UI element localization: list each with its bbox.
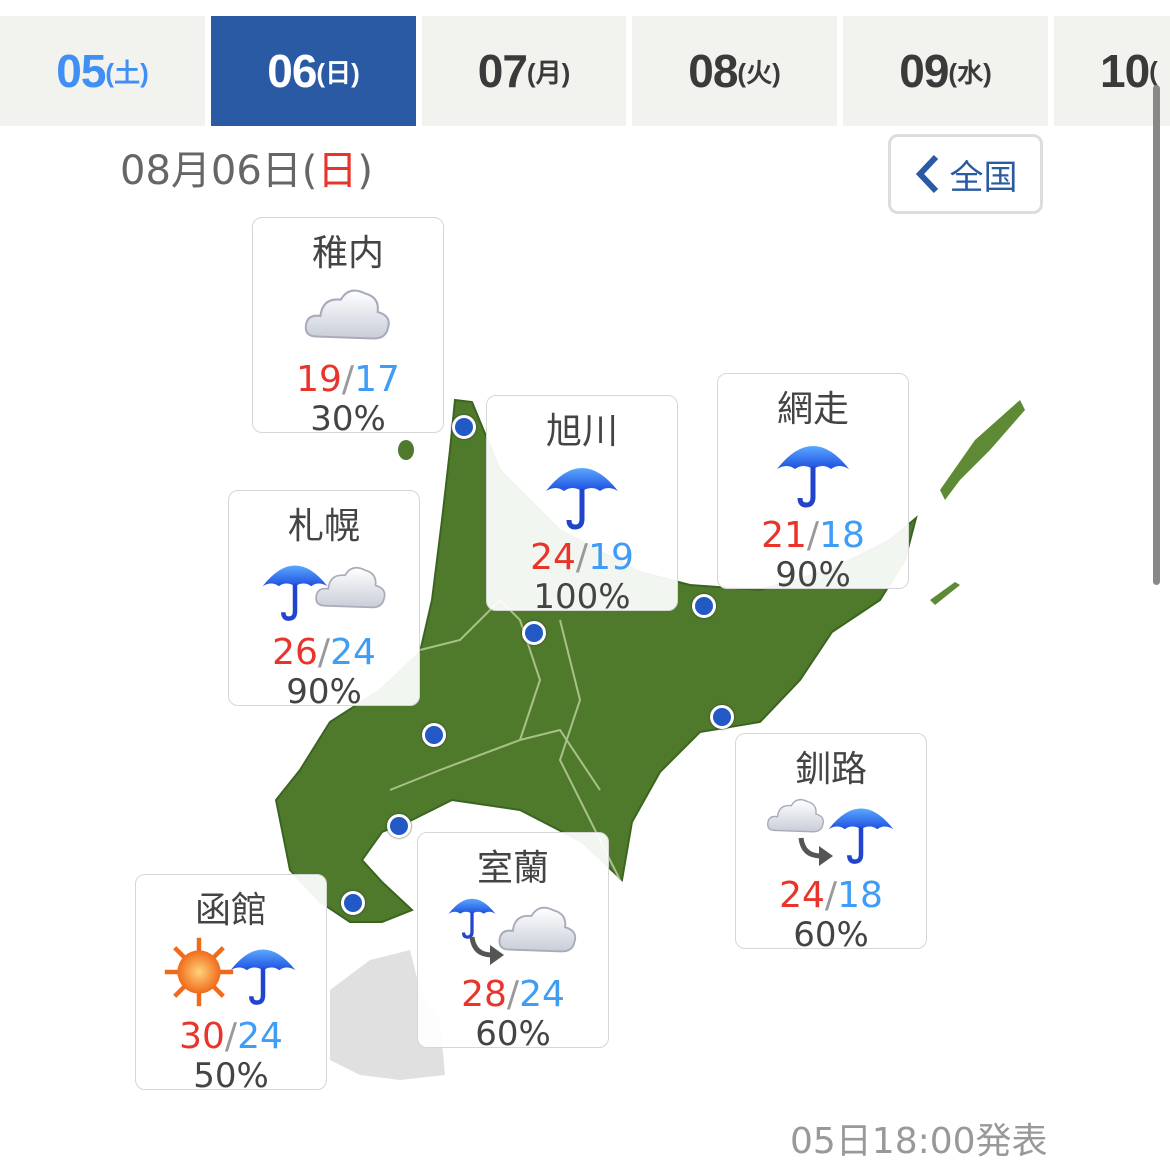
tab-day: 08 [688, 45, 738, 97]
high-temp: 26 [272, 632, 318, 673]
tab-day: 09 [899, 45, 949, 97]
sun-icon [163, 936, 235, 1008]
back-label: 全国 [949, 157, 1018, 198]
cloud-icon [496, 897, 580, 963]
date-weekday: 日 [317, 148, 358, 194]
low-temp: 24 [330, 632, 376, 673]
date-heading: 08月06日(日) [120, 138, 373, 196]
city-marker[interactable] [692, 594, 716, 618]
tab-day: 07 [477, 45, 528, 97]
city-marker[interactable] [452, 415, 476, 439]
precip-probability: 60% [475, 1014, 551, 1054]
kuril-island [930, 582, 960, 605]
precip-probability: 90% [775, 555, 851, 595]
rain-umbrella-icon [825, 795, 897, 867]
high-temp: 24 [530, 537, 576, 578]
city-name: 室蘭 [476, 848, 549, 889]
precip-probability: 30% [310, 399, 386, 439]
city-card-kushiro[interactable]: 釧路 24/18 60% [735, 733, 927, 954]
tab-weekday: (火) [737, 57, 781, 88]
city-name: 函館 [194, 890, 267, 931]
date-tabs: 05 (土) 06 (日) 07 (月) 08 (火) 09 (水) 10( [0, 16, 1170, 126]
cloud-icon [302, 279, 394, 351]
tab-weekday: ( [1149, 55, 1158, 86]
tab-weekday: (土) [105, 57, 149, 88]
high-temp: 30 [179, 1016, 225, 1057]
tab-day: 06 [267, 45, 317, 97]
rain-umbrella-icon [446, 889, 498, 941]
chevron-left-icon [915, 154, 938, 194]
city-card-wakkanai[interactable]: 稚内 19/17 30% [252, 217, 444, 438]
cloud-icon [313, 558, 389, 618]
low-temp: 24 [519, 974, 565, 1015]
kuril-islands [940, 400, 1025, 500]
issued-time: 05日18:00発表 [790, 1121, 1048, 1162]
high-temp: 19 [296, 359, 342, 400]
date-suffix: ) [357, 148, 374, 194]
precip-probability: 90% [286, 672, 362, 712]
tab-day: 05 [56, 45, 106, 97]
city-card-asahikawa[interactable]: 旭川 24/19 100% [486, 395, 678, 616]
subprefecture-borders [389, 598, 621, 881]
high-temp: 21 [761, 515, 807, 556]
rain-umbrella-icon [227, 936, 299, 1008]
rain-umbrella-icon [542, 453, 622, 533]
date-text: 08月06日( [120, 148, 318, 194]
city-name: 稚内 [311, 233, 384, 274]
tab-10[interactable]: 10( [1054, 16, 1170, 126]
city-card-muroran[interactable]: 室蘭 28/24 60% [417, 832, 609, 1053]
low-temp: 19 [588, 537, 634, 578]
back-to-national-button[interactable]: 全国 [888, 134, 1043, 214]
high-temp: 28 [461, 974, 507, 1015]
rain-umbrella-icon [773, 431, 853, 511]
low-temp: 24 [237, 1016, 283, 1057]
city-marker[interactable] [422, 723, 446, 747]
city-marker[interactable] [341, 891, 365, 915]
tab-09[interactable]: 09 (水) [843, 16, 1048, 126]
city-name: 旭川 [545, 411, 618, 452]
cloud-icon [765, 792, 827, 840]
honshu-land [330, 950, 445, 1080]
tab-07[interactable]: 07 (月) [422, 16, 626, 126]
low-temp: 17 [354, 359, 400, 400]
tab-day: 10 [1100, 45, 1150, 97]
city-card-abashiri[interactable]: 網走 21/18 90% [717, 373, 909, 594]
tab-weekday: (水) [948, 57, 992, 88]
tab-weekday: (日) [316, 57, 360, 88]
scrollbar[interactable] [1153, 85, 1160, 585]
city-name: 網走 [776, 389, 849, 430]
city-marker[interactable] [387, 814, 411, 838]
precip-probability: 60% [793, 915, 869, 955]
tab-06[interactable]: 06 (日) [211, 16, 416, 126]
rishiri-island [398, 440, 414, 460]
precip-probability: 50% [193, 1056, 269, 1096]
low-temp: 18 [837, 875, 883, 916]
city-marker[interactable] [522, 621, 546, 645]
high-temp: 24 [779, 875, 825, 916]
city-name: 札幌 [287, 506, 360, 547]
tab-weekday: (月) [526, 57, 571, 88]
city-card-sapporo[interactable]: 札幌 26/24 90% [228, 490, 420, 711]
city-name: 釧路 [794, 749, 867, 790]
city-card-hakodate[interactable]: 函館 30/24 50% [135, 874, 327, 1095]
precip-probability: 100% [533, 577, 631, 617]
city-marker[interactable] [710, 705, 734, 729]
low-temp: 18 [819, 515, 865, 556]
tab-08[interactable]: 08 (火) [632, 16, 837, 126]
tab-05[interactable]: 05 (土) [0, 16, 205, 126]
